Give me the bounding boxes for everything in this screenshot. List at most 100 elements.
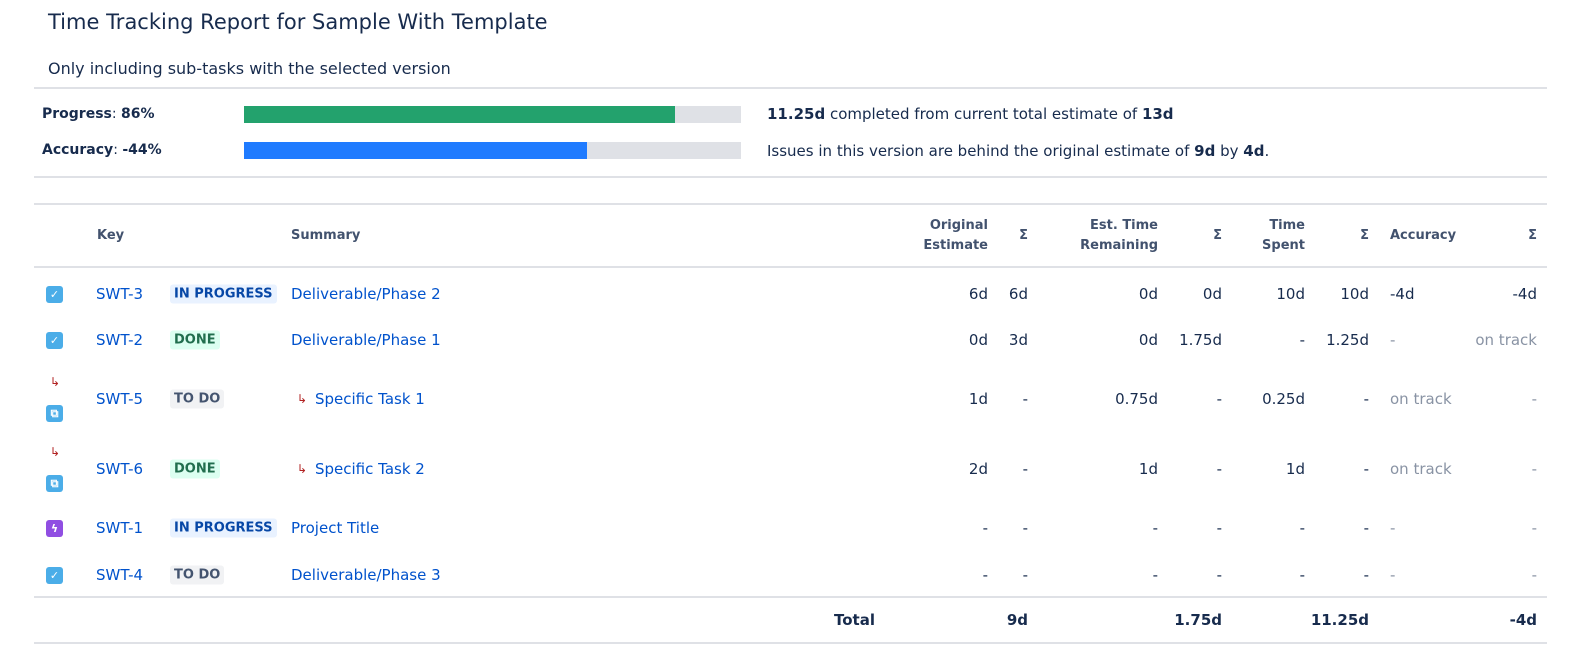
accuracy-value: on track	[1390, 460, 1452, 478]
header-accuracy[interactable]: Accuracy	[1390, 228, 1457, 243]
time-spent-sum-value: 1.25d	[1326, 331, 1369, 349]
status-badge: IN PROGRESS	[170, 518, 277, 538]
table-row: ↳ ⧉ SWT-5 TO DO ↳ Specific Task 1 1d - 0.75d - 0.2…	[0, 375, 1575, 422]
original-estimate-value: 2d	[968, 460, 988, 478]
time-spent-value: 0.25d	[1262, 390, 1305, 408]
remaining-sum-value: -	[1216, 566, 1222, 584]
divider	[34, 176, 1547, 178]
accuracy-value: -4d	[1390, 285, 1415, 303]
task-checkbox-icon: ✓	[46, 332, 63, 349]
total-accuracy: -4d	[1509, 611, 1537, 629]
accuracy-value: -	[1390, 331, 1396, 349]
original-estimate-value: 1d	[968, 390, 988, 408]
status-badge: DONE	[170, 330, 220, 350]
divider	[34, 266, 1547, 268]
remaining-value: -	[1152, 519, 1158, 537]
accuracy-bar-fill	[244, 142, 587, 159]
original-estimate-value: 0d	[968, 331, 988, 349]
original-estimate-sum-value: -	[1022, 390, 1028, 408]
issue-key-link[interactable]: SWT-6	[96, 460, 144, 478]
table-row: ✓ SWT-3 IN PROGRESS Deliverable/Phase 2 6d 6d…	[0, 274, 1575, 314]
total-remaining: 1.75d	[1174, 611, 1222, 629]
subtask-arrow-icon: ↳	[297, 392, 308, 406]
time-spent-sum-value: -	[1363, 519, 1369, 537]
subtask-icon: ⧉	[46, 475, 63, 492]
table-row: ✓ SWT-2 DONE Deliverable/Phase 1 0d 3d 0d 1.75d…	[0, 320, 1575, 360]
divider	[34, 203, 1547, 205]
page-subtitle: Only including sub-tasks with the select…	[48, 59, 451, 78]
issue-summary-link[interactable]: Specific Task 2	[315, 460, 425, 478]
divider	[34, 596, 1547, 598]
page-title: Time Tracking Report for Sample With Tem…	[48, 10, 548, 34]
divider	[34, 87, 1547, 89]
subtask-arrow-icon: ↳	[50, 375, 61, 389]
header-sigma-remaining: Σ	[1213, 228, 1222, 243]
original-estimate-sum-value: 3d	[1008, 331, 1028, 349]
total-original-estimate: 9d	[1006, 611, 1028, 629]
original-estimate-value: -	[982, 566, 988, 584]
header-remaining[interactable]: Est. Time Remaining	[1080, 218, 1158, 253]
header-key[interactable]: Key	[97, 228, 125, 243]
original-estimate-value: -	[982, 519, 988, 537]
issue-key-link[interactable]: SWT-4	[96, 566, 144, 584]
accuracy-description: Issues in this version are behind the or…	[767, 142, 1270, 160]
time-spent-value: -	[1299, 566, 1305, 584]
issue-summary-link[interactable]: Deliverable/Phase 2	[291, 285, 441, 303]
progress-label: Progress: 86%	[42, 106, 155, 122]
time-spent-sum-value: -	[1363, 390, 1369, 408]
accuracy-label: Accuracy: -44%	[42, 142, 162, 158]
progress-bar	[244, 106, 741, 123]
header-sigma-accuracy: Σ	[1528, 228, 1537, 243]
accuracy-sum-value: -4d	[1512, 285, 1537, 303]
accuracy-sum-value: -	[1531, 566, 1537, 584]
original-estimate-sum-value: -	[1022, 566, 1028, 584]
remaining-sum-value: -	[1216, 390, 1222, 408]
original-estimate-sum-value: -	[1022, 460, 1028, 478]
issue-summary-link[interactable]: Deliverable/Phase 3	[291, 566, 441, 584]
header-sigma-spent: Σ	[1360, 228, 1369, 243]
issue-summary-link[interactable]: Project Title	[291, 519, 380, 537]
subtask-arrow-icon: ↳	[297, 462, 308, 476]
remaining-value: -	[1152, 566, 1158, 584]
time-spent-value: -	[1299, 519, 1305, 537]
issue-summary-link[interactable]: Specific Task 1	[315, 390, 425, 408]
original-estimate-sum-value: 6d	[1008, 285, 1028, 303]
status-badge: TO DO	[170, 389, 225, 409]
accuracy-sum-value: on track	[1475, 331, 1537, 349]
time-spent-value: 10d	[1276, 285, 1305, 303]
accuracy-value: -	[1390, 566, 1396, 584]
issue-summary-link[interactable]: Deliverable/Phase 1	[291, 331, 441, 349]
subtask-icon: ⧉	[46, 405, 63, 422]
issue-key-link[interactable]: SWT-5	[96, 390, 144, 408]
issue-key-link[interactable]: SWT-3	[96, 285, 144, 303]
accuracy-value: on track	[1390, 390, 1452, 408]
table-row: ✓ SWT-4 TO DO Deliverable/Phase 3 - - - - - - - -	[0, 555, 1575, 595]
time-spent-value: 1d	[1285, 460, 1305, 478]
issue-key-link[interactable]: SWT-1	[96, 519, 144, 537]
header-original-estimate[interactable]: Original Estimate	[923, 218, 988, 253]
accuracy-sum-value: -	[1531, 519, 1537, 537]
remaining-value: 1d	[1138, 460, 1158, 478]
header-time-spent[interactable]: Time Spent	[1262, 218, 1305, 253]
subtask-arrow-icon: ↳	[50, 445, 61, 459]
header-summary[interactable]: Summary	[291, 228, 361, 243]
remaining-value: 0d	[1138, 331, 1158, 349]
status-badge: DONE	[170, 459, 220, 479]
progress-description: 11.25d completed from current total esti…	[767, 105, 1174, 123]
remaining-value: 0.75d	[1115, 390, 1158, 408]
original-estimate-value: 6d	[968, 285, 988, 303]
task-checkbox-icon: ✓	[46, 567, 63, 584]
remaining-sum-value: -	[1216, 519, 1222, 537]
epic-icon: ϟ	[46, 520, 63, 537]
time-spent-sum-value: 10d	[1340, 285, 1369, 303]
accuracy-bar	[244, 142, 741, 159]
divider	[34, 642, 1547, 644]
status-badge: TO DO	[170, 565, 225, 585]
accuracy-sum-value: -	[1531, 390, 1537, 408]
accuracy-sum-value: -	[1531, 460, 1537, 478]
issue-key-link[interactable]: SWT-2	[96, 331, 144, 349]
task-checkbox-icon: ✓	[46, 286, 63, 303]
remaining-sum-value: 1.75d	[1179, 331, 1222, 349]
status-badge: IN PROGRESS	[170, 284, 277, 304]
total-label: Total	[834, 611, 875, 629]
